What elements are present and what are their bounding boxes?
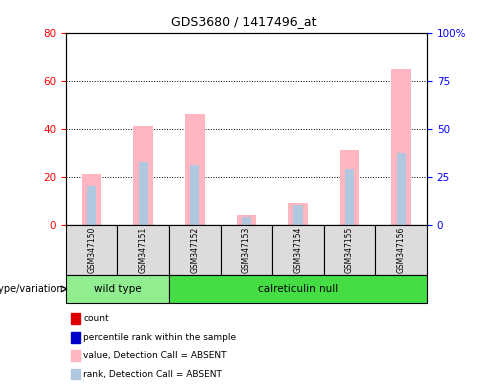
Text: GSM347153: GSM347153 xyxy=(242,227,251,273)
Text: GSM347150: GSM347150 xyxy=(87,227,96,273)
Bar xyxy=(82,174,102,225)
Text: GSM347154: GSM347154 xyxy=(293,227,303,273)
Bar xyxy=(190,165,200,225)
Text: GSM347151: GSM347151 xyxy=(139,227,148,273)
Bar xyxy=(340,150,360,225)
Bar xyxy=(139,162,148,225)
Text: genotype/variation: genotype/variation xyxy=(0,284,63,294)
Text: GSM347156: GSM347156 xyxy=(397,227,406,273)
Text: wild type: wild type xyxy=(94,284,142,294)
Bar xyxy=(133,126,153,225)
Text: value, Detection Call = ABSENT: value, Detection Call = ABSENT xyxy=(83,351,227,360)
Text: GSM347152: GSM347152 xyxy=(190,227,200,273)
Text: GSM347155: GSM347155 xyxy=(345,227,354,273)
Text: percentile rank within the sample: percentile rank within the sample xyxy=(83,333,237,342)
Bar xyxy=(242,217,251,225)
Text: GDS3680 / 1417496_at: GDS3680 / 1417496_at xyxy=(171,15,317,28)
Bar xyxy=(293,205,303,225)
Bar xyxy=(87,186,96,225)
Bar xyxy=(185,114,204,225)
Bar xyxy=(391,69,411,225)
Text: calreticulin null: calreticulin null xyxy=(258,284,338,294)
Bar xyxy=(397,153,406,225)
Text: rank, Detection Call = ABSENT: rank, Detection Call = ABSENT xyxy=(83,369,223,379)
Bar xyxy=(237,215,256,225)
Text: count: count xyxy=(83,314,109,323)
Bar xyxy=(288,203,308,225)
Bar xyxy=(345,169,354,225)
